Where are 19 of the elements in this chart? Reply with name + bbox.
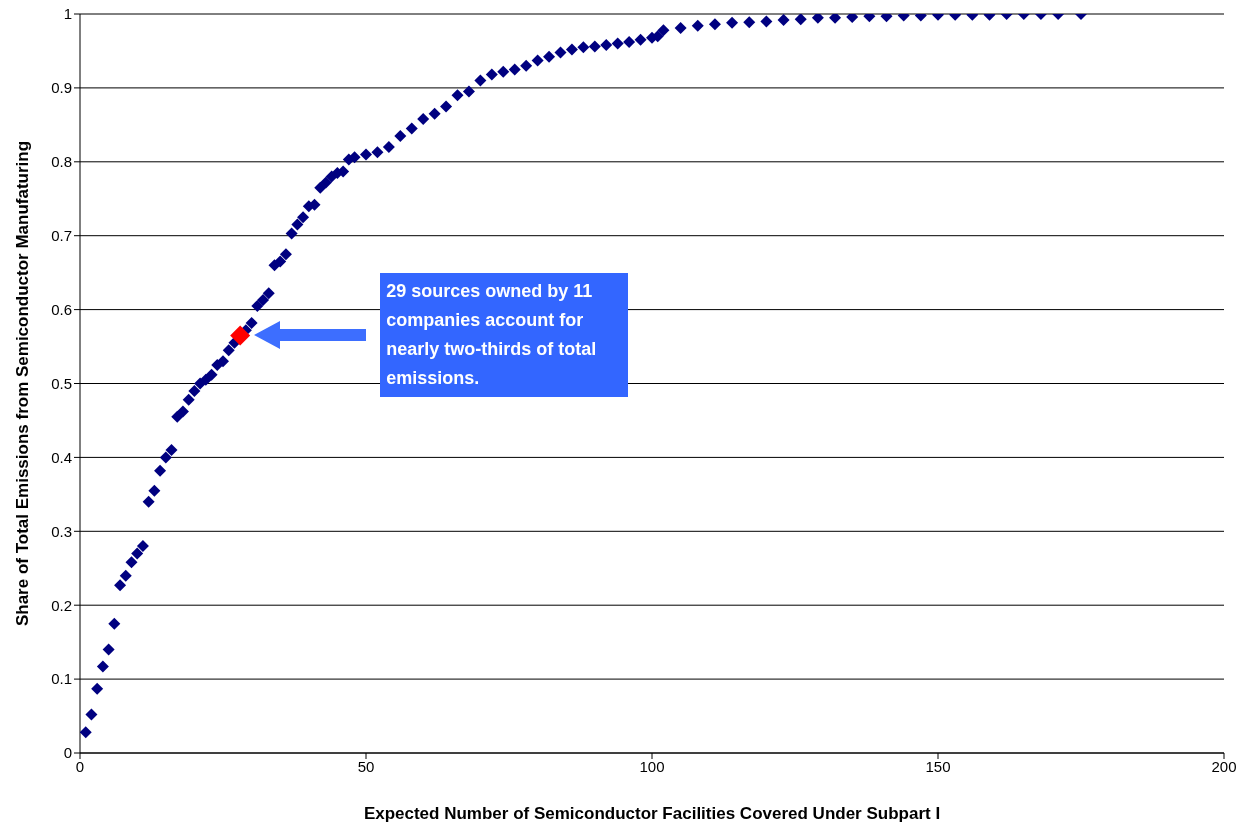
annotation: 29 sources owned by 11 companies account for nearly two-thirds of total emissions.	[380, 273, 629, 398]
x-tick-label: 100	[639, 757, 665, 775]
y-tick-label: 0.6	[51, 300, 72, 318]
y-tick-label: 0.1	[51, 670, 72, 688]
y-axis-title: Share of Total Emissions from Semiconductor Manufaturing	[13, 140, 33, 627]
x-tick-label: 150	[925, 757, 951, 775]
x-tick-label: 50	[357, 757, 375, 775]
y-tick-label: 0.8	[51, 153, 72, 171]
y-tick-label: 0.5	[51, 374, 72, 392]
y-tick-label: 1	[63, 5, 72, 23]
y-tick-label: 0.7	[51, 227, 72, 245]
x-axis-title: Expected Number of Semiconductor Facilities Covered Under Subpart I	[363, 804, 941, 823]
x-tick-label: 0	[75, 757, 85, 775]
y-tick-label: 0.4	[51, 448, 72, 466]
y-tick-label: 0	[63, 744, 72, 762]
y-tick-label: 0.2	[51, 596, 72, 614]
x-tick-label: 200	[1211, 757, 1237, 775]
y-tick-label: 0.3	[51, 522, 72, 540]
y-tick-label: 0.9	[51, 79, 72, 97]
